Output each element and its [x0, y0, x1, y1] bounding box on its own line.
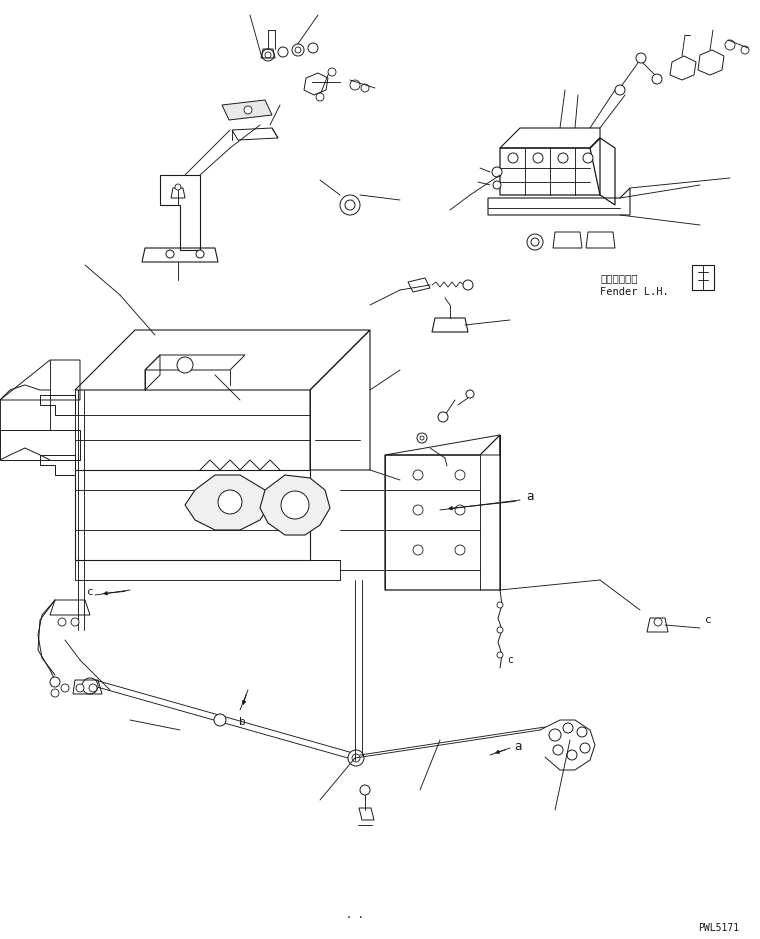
Circle shape	[71, 618, 79, 626]
Circle shape	[361, 84, 369, 92]
Circle shape	[508, 153, 518, 163]
Circle shape	[497, 602, 503, 608]
Circle shape	[308, 43, 318, 53]
Text: フェンダ　左: フェンダ 左	[600, 273, 638, 283]
Circle shape	[352, 754, 360, 762]
Circle shape	[50, 677, 60, 687]
Circle shape	[580, 743, 590, 753]
Text: Fender L.H.: Fender L.H.	[600, 287, 669, 297]
Circle shape	[265, 52, 271, 58]
Circle shape	[278, 47, 288, 57]
Circle shape	[175, 184, 181, 190]
Circle shape	[438, 412, 448, 422]
Circle shape	[295, 47, 301, 53]
Circle shape	[463, 280, 473, 290]
Circle shape	[413, 470, 423, 480]
Circle shape	[316, 93, 324, 101]
Circle shape	[360, 785, 370, 795]
Circle shape	[549, 729, 561, 741]
Circle shape	[527, 234, 543, 250]
Circle shape	[533, 153, 543, 163]
Circle shape	[281, 491, 309, 519]
Circle shape	[76, 684, 84, 692]
Text: c: c	[507, 655, 513, 665]
Polygon shape	[185, 475, 270, 530]
Circle shape	[725, 40, 735, 50]
Circle shape	[345, 200, 355, 210]
Circle shape	[292, 44, 304, 56]
Circle shape	[636, 53, 646, 63]
Circle shape	[497, 652, 503, 658]
Circle shape	[583, 153, 593, 163]
Circle shape	[563, 723, 573, 733]
Circle shape	[348, 750, 364, 766]
Circle shape	[51, 689, 59, 697]
Circle shape	[497, 627, 503, 633]
Circle shape	[350, 80, 360, 90]
Circle shape	[417, 433, 427, 443]
Text: a: a	[526, 490, 534, 503]
Circle shape	[420, 436, 424, 440]
Circle shape	[328, 68, 336, 76]
Circle shape	[492, 167, 502, 177]
Circle shape	[466, 390, 474, 398]
Circle shape	[58, 618, 66, 626]
Text: a: a	[515, 740, 522, 752]
Circle shape	[177, 357, 193, 373]
Circle shape	[455, 505, 465, 515]
Circle shape	[567, 750, 577, 760]
Text: . .: . .	[347, 910, 364, 920]
Circle shape	[577, 727, 587, 737]
Circle shape	[244, 106, 252, 114]
Text: b: b	[239, 717, 245, 727]
Circle shape	[615, 85, 625, 95]
Text: c: c	[705, 615, 712, 625]
Circle shape	[89, 684, 97, 692]
Circle shape	[166, 250, 174, 258]
Circle shape	[654, 618, 662, 626]
Circle shape	[413, 545, 423, 555]
Circle shape	[61, 684, 69, 692]
Text: c: c	[87, 587, 93, 597]
Polygon shape	[260, 475, 330, 535]
Circle shape	[262, 49, 274, 61]
Circle shape	[196, 250, 204, 258]
Circle shape	[553, 745, 563, 755]
Circle shape	[493, 181, 501, 189]
Polygon shape	[222, 100, 272, 120]
Circle shape	[741, 46, 749, 54]
Circle shape	[218, 490, 242, 514]
Circle shape	[82, 678, 98, 694]
Circle shape	[214, 714, 226, 726]
Circle shape	[531, 238, 539, 246]
Circle shape	[413, 505, 423, 515]
Circle shape	[455, 470, 465, 480]
Circle shape	[558, 153, 568, 163]
Circle shape	[340, 195, 360, 215]
Text: PWL5171: PWL5171	[698, 923, 739, 933]
Circle shape	[652, 74, 662, 84]
Circle shape	[455, 545, 465, 555]
